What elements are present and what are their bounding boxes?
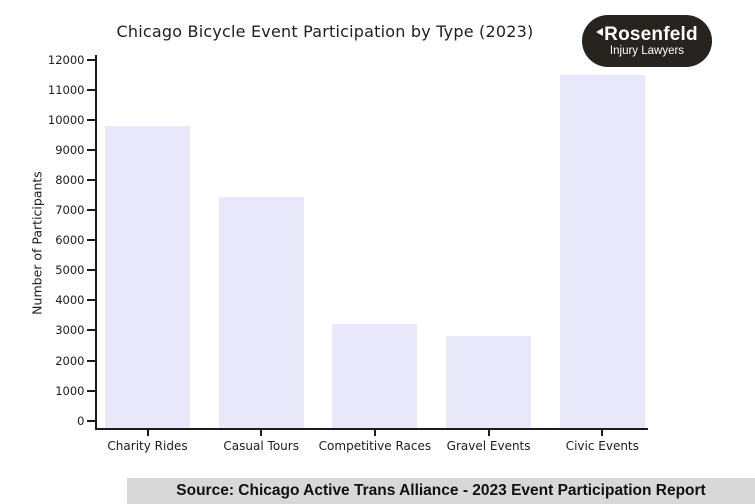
y-tick-label: 1000 [55, 383, 85, 398]
y-tick-label: 10000 [47, 112, 85, 127]
logo-name-row: Rosenfeld [596, 23, 698, 45]
y-tick [86, 118, 95, 121]
bar [332, 324, 418, 430]
x-tick-label: Charity Rides [107, 439, 188, 453]
y-tick [86, 329, 95, 332]
y-tick [86, 269, 95, 272]
x-tick-label: Competitive Races [318, 439, 432, 453]
logo-subtitle: Injury Lawyers [609, 45, 685, 58]
y-tick [86, 209, 95, 212]
x-tick-label: Casual Tours [223, 439, 299, 453]
x-tick-label: Gravel Events [446, 439, 531, 453]
x-tick [601, 430, 604, 436]
y-axis [94, 55, 97, 430]
y-tick-label: 5000 [55, 263, 85, 278]
chart-title: Chicago Bicycle Event Participation by T… [116, 22, 534, 41]
y-tick [86, 88, 95, 91]
logo: Rosenfeld Injury Lawyers [582, 15, 712, 67]
x-tick [260, 430, 263, 436]
y-tick [86, 148, 95, 151]
bar [446, 336, 532, 430]
logo-arrow-icon [596, 27, 604, 36]
x-tick [487, 430, 490, 436]
y-tick-label: 12000 [47, 52, 85, 67]
y-tick-label: 3000 [55, 323, 85, 338]
logo-name: Rosenfeld [604, 23, 698, 45]
y-tick [86, 359, 95, 362]
y-tick [86, 389, 95, 392]
y-tick [86, 299, 95, 302]
y-tick [86, 239, 95, 242]
x-tick [373, 430, 376, 436]
y-tick-label: 7000 [55, 203, 85, 218]
y-tick [86, 179, 95, 182]
y-tick-label: 0 [77, 413, 85, 428]
y-tick [86, 419, 95, 422]
y-tick-label: 2000 [55, 353, 85, 368]
y-tick [86, 58, 95, 61]
y-tick-label: 9000 [55, 142, 85, 157]
x-tick-label: Civic Events [565, 439, 639, 453]
bar [218, 196, 304, 430]
y-tick-label: 4000 [55, 293, 85, 308]
y-tick-label: 8000 [55, 173, 85, 188]
source-caption-text: Source: Chicago Active Trans Alliance - … [176, 482, 706, 499]
x-axis [94, 427, 648, 430]
bar [105, 125, 190, 430]
bar [559, 74, 645, 430]
source-caption: Source: Chicago Active Trans Alliance - … [127, 478, 755, 504]
y-tick-label: 11000 [47, 82, 85, 97]
x-tick [146, 430, 149, 436]
y-tick-label: 6000 [55, 233, 85, 248]
